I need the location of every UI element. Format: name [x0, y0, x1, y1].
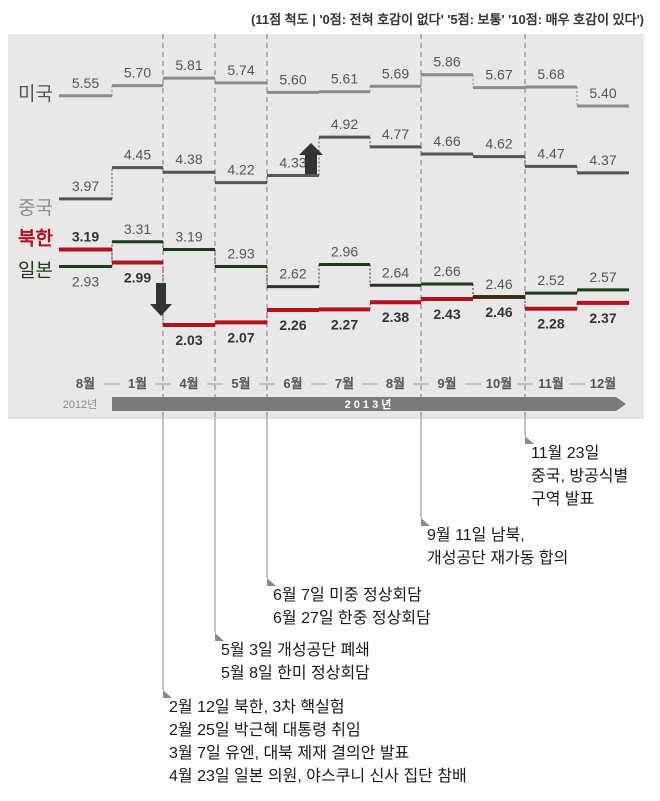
annotation-text: 11월 23일 [531, 444, 599, 462]
data-label-북한: 2.28 [537, 316, 564, 332]
series-name-미국: 미국 [18, 83, 53, 105]
annotation-text: 9월 11일 남북, [427, 526, 525, 544]
annotation-text: 중국, 방공식별 [531, 467, 628, 485]
data-label-북한: 2.27 [331, 316, 358, 332]
data-label-미국: 5.61 [331, 71, 358, 87]
data-label-북한: 2.03 [175, 332, 202, 348]
series-name-중국: 중국 [18, 198, 53, 219]
x-tick-label: 4월 [179, 376, 198, 391]
data-label-미국: 5.67 [485, 67, 512, 83]
annotation-text: 2월 25일 박근혜 대통령 취임 [169, 721, 361, 739]
series-name-북한: 북한 [18, 228, 53, 250]
annotation-text: 5월 3일 개성공단 폐쇄 [221, 641, 370, 659]
data-label-미국: 5.69 [382, 65, 409, 81]
data-label-중국: 4.62 [485, 136, 512, 152]
data-label-미국: 5.40 [589, 85, 616, 101]
plot-background [8, 34, 644, 418]
data-label-중국: 4.37 [589, 152, 616, 168]
data-label-일본: 2.66 [433, 263, 460, 279]
data-label-중국: 3.97 [72, 178, 99, 194]
data-label-중국: 4.38 [175, 151, 202, 167]
data-label-일본: 2.64 [382, 264, 409, 280]
data-label-일본: 2.96 [331, 244, 358, 260]
annotation-text: 4월 23일 일본 의원, 야스쿠니 신사 집단 참배 [169, 767, 467, 785]
data-label-미국: 5.55 [72, 75, 99, 91]
x-tick-label: 5월 [231, 376, 250, 391]
x-tick-label: 8월 [386, 376, 405, 391]
data-label-중국: 4.33 [279, 154, 306, 170]
data-label-중국: 4.92 [331, 116, 358, 132]
data-label-북한: 2.99 [124, 270, 151, 286]
data-label-일본: 3.19 [175, 229, 202, 245]
data-label-일본: 2.57 [589, 269, 616, 285]
x-tick-label: 7월 [335, 376, 354, 391]
x-tick-label: 10월 [486, 376, 512, 391]
data-label-미국: 5.81 [175, 57, 202, 73]
annotation-flag [525, 436, 534, 444]
data-label-북한: 3.19 [72, 229, 99, 245]
annotation-text: 3월 7일 유엔, 대북 제재 결의안 발표 [169, 744, 409, 762]
annotation-text: 6월 27일 한중 정상회담 [273, 609, 431, 627]
annotation-flag [267, 578, 276, 586]
year-label-2012: 2012년 [63, 398, 98, 411]
data-label-미국: 5.70 [124, 65, 151, 81]
data-label-일본: 2.93 [227, 245, 254, 261]
data-label-미국: 5.74 [227, 62, 254, 78]
annotation-text: 개성공단 재가동 합의 [427, 549, 568, 567]
data-label-북한: 2.37 [589, 310, 616, 326]
data-label-중국: 4.22 [227, 162, 254, 178]
data-label-중국: 4.45 [124, 147, 151, 163]
year-label-2013: 2 0 1 3 년 [345, 397, 392, 411]
data-label-북한: 2.26 [279, 317, 306, 333]
x-tick-label: 12월 [590, 376, 616, 391]
data-label-미국: 5.68 [537, 66, 564, 82]
annotation-text: 2월 12일 북한, 3차 핵실험 [169, 698, 345, 716]
data-label-미국: 5.86 [433, 54, 460, 70]
x-tick-label: 8월 [76, 376, 95, 391]
annotation-flag [421, 518, 430, 526]
arrow-up-icon [299, 143, 323, 174]
data-label-북한: 2.43 [433, 306, 460, 322]
data-label-북한: 2.46 [485, 304, 512, 320]
annotation-text: 구역 발표 [531, 490, 594, 508]
annotation-text: 5월 8일 한미 정상회담 [221, 664, 370, 682]
year-band-2013 [112, 397, 626, 411]
data-label-일본: 2.46 [485, 276, 512, 292]
data-label-일본: 3.31 [124, 221, 151, 237]
data-label-북한: 2.07 [227, 329, 254, 345]
series-name-일본: 일본 [18, 259, 53, 281]
x-tick-label: 11월 [538, 376, 564, 391]
data-label-일본: 2.52 [537, 272, 564, 288]
x-tick-label: 6월 [283, 376, 302, 391]
data-label-미국: 5.60 [279, 71, 306, 87]
data-label-북한: 2.38 [382, 309, 409, 325]
data-label-중국: 4.77 [382, 126, 409, 142]
annotation-flag [163, 690, 172, 698]
arrow-down-icon [150, 283, 172, 316]
data-label-일본: 2.93 [72, 273, 99, 289]
x-tick-label: 9월 [437, 376, 456, 391]
data-label-중국: 4.66 [433, 133, 460, 149]
data-label-중국: 4.47 [537, 145, 564, 161]
annotation-text: 6월 7일 미중 정상회담 [273, 586, 422, 604]
scale-note: (11점 척도 | '0점: 전혀 호감이 없다' '5점: 보통' '10점:… [251, 12, 644, 27]
data-label-일본: 2.62 [279, 266, 306, 282]
x-tick-label: 1월 [128, 376, 147, 391]
annotation-flag [215, 633, 224, 641]
